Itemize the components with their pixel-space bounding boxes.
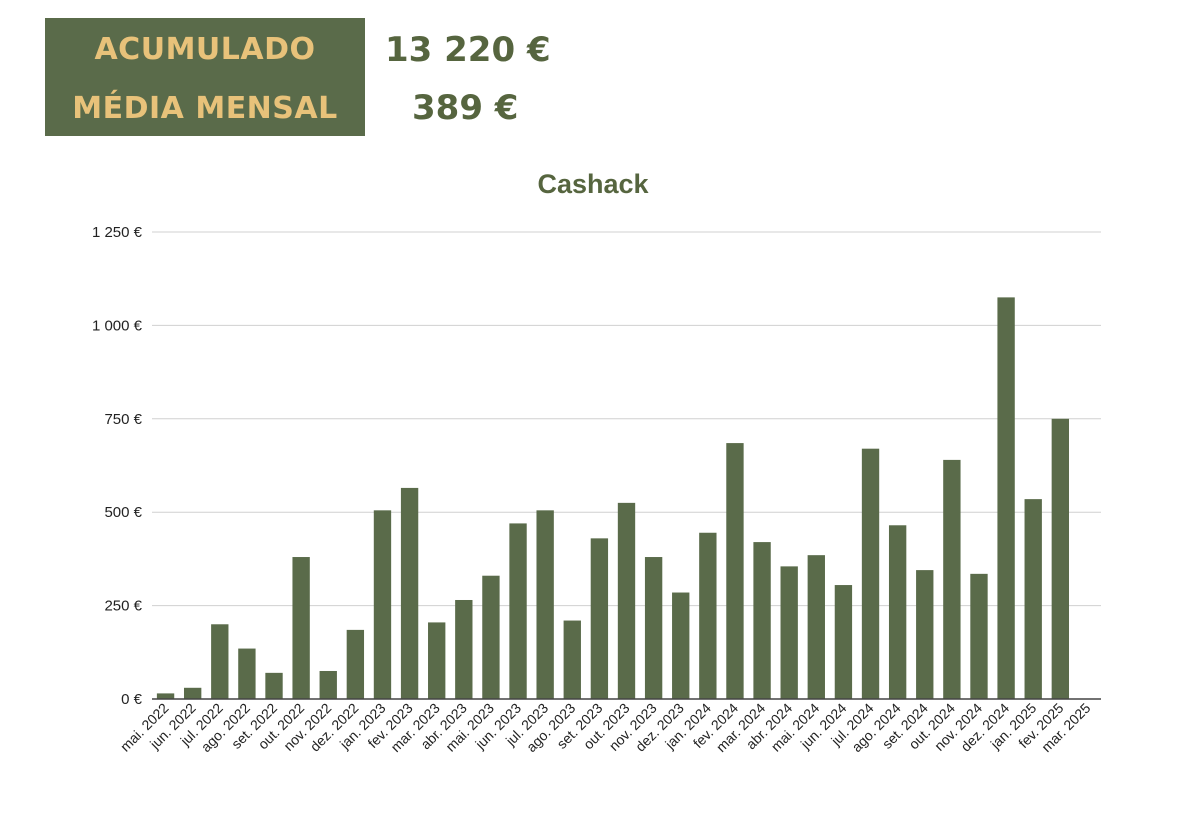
- bar: [373, 510, 392, 699]
- bar: [346, 629, 365, 699]
- bar: [888, 525, 907, 699]
- bar: [726, 443, 744, 699]
- y-axis-ticks: 0 € 250 € 500 € 750 € 1 000 € 1 250 €: [92, 224, 143, 708]
- bar: [672, 592, 690, 699]
- bar: [428, 622, 446, 699]
- bar: [400, 487, 419, 699]
- bar: [644, 557, 663, 699]
- bar: [834, 585, 853, 699]
- bar: [1024, 499, 1042, 699]
- bar: [455, 599, 473, 699]
- bar: [238, 648, 256, 699]
- bar: [943, 459, 961, 699]
- bar: [753, 542, 771, 699]
- bar: [1051, 418, 1070, 699]
- bar: [509, 523, 527, 699]
- y-tick-label: 0 €: [121, 691, 143, 708]
- summary-box: ACUMULADO MÉDIA MENSAL: [45, 18, 365, 136]
- accumulated-label: ACUMULADO: [94, 32, 316, 67]
- bar: [997, 297, 1015, 699]
- bar: [183, 687, 202, 699]
- bars: [156, 297, 1070, 699]
- y-tick-label: 1 000 €: [92, 317, 143, 334]
- bar: [319, 670, 337, 699]
- y-tick-label: 750 €: [104, 411, 142, 428]
- bar: [563, 620, 581, 699]
- bar: [807, 555, 825, 699]
- bar: [617, 502, 636, 699]
- bar: [970, 573, 988, 699]
- bar: [861, 448, 880, 699]
- bar: [916, 570, 934, 699]
- chart-title: Cashack: [537, 169, 649, 199]
- bar: [211, 624, 229, 699]
- bar: [780, 566, 798, 699]
- accumulated-value: 13 220 €: [385, 30, 551, 70]
- bar: [482, 575, 500, 699]
- monthly-average-value: 389 €: [412, 88, 519, 128]
- y-tick-label: 500 €: [104, 504, 142, 521]
- bar: [590, 538, 609, 699]
- bar: [699, 532, 717, 699]
- y-tick-label: 1 250 €: [92, 224, 143, 241]
- bar: [156, 693, 175, 699]
- monthly-average-label: MÉDIA MENSAL: [72, 91, 338, 126]
- bar: [536, 510, 554, 699]
- bar: [292, 557, 310, 699]
- bar: [265, 672, 283, 699]
- y-tick-label: 250 €: [104, 598, 142, 615]
